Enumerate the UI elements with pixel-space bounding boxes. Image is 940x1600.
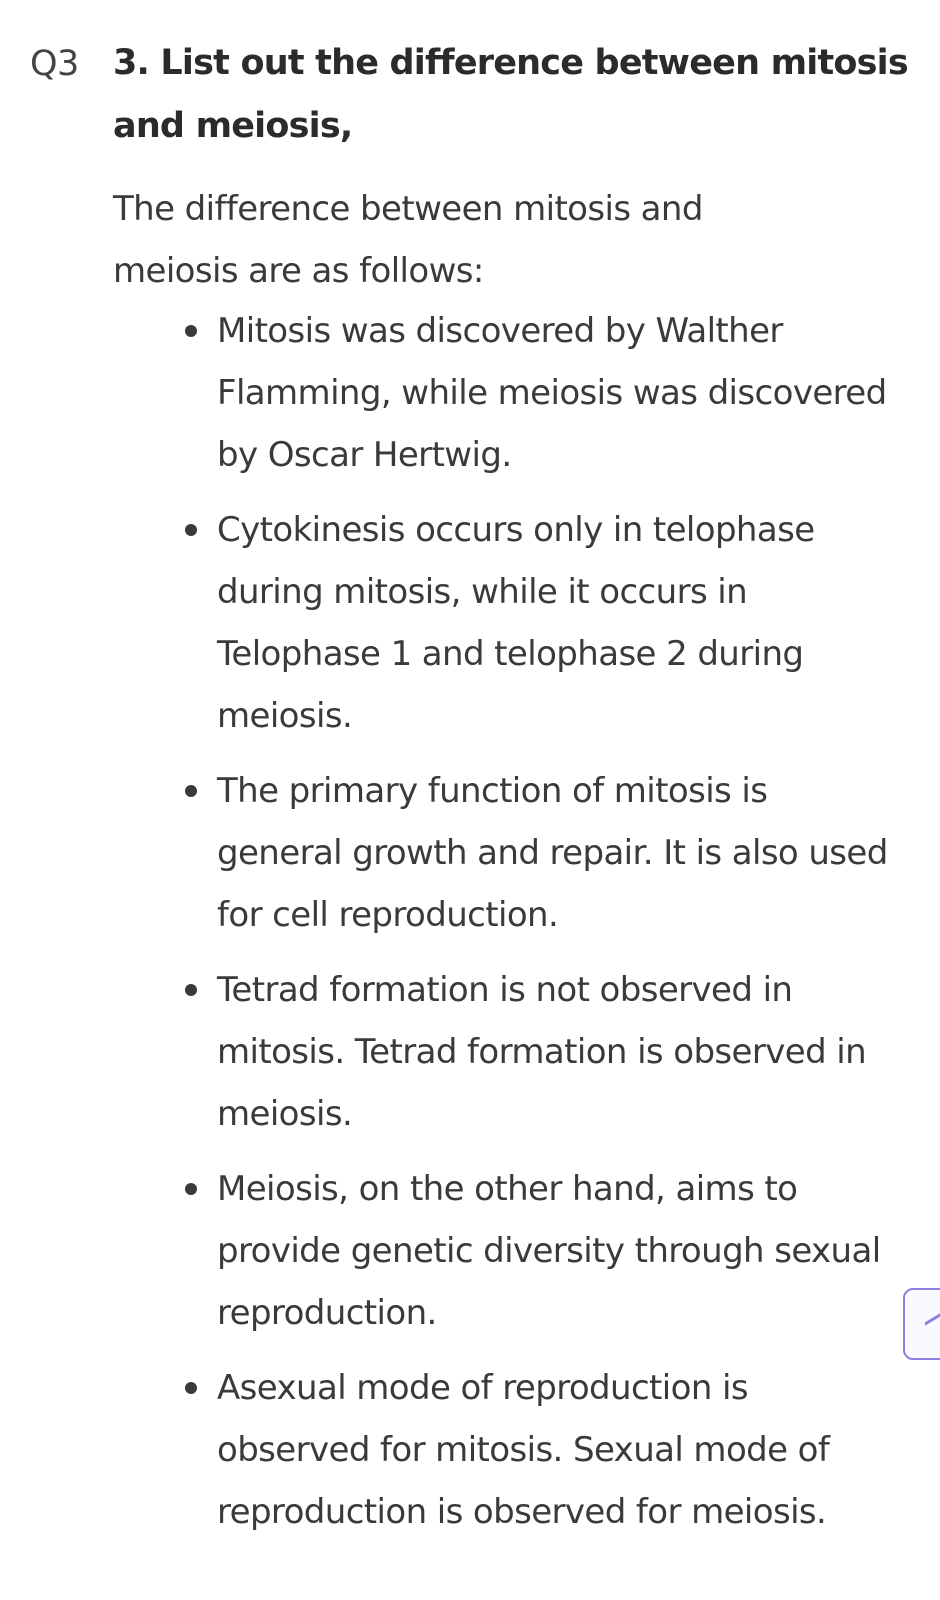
answer-intro: The difference between mitosis and meios… xyxy=(113,189,703,291)
difference-list: Mitosis was discovered by Walther Flammi… xyxy=(0,300,940,1556)
list-item: Cytokinesis occurs only in telophase dur… xyxy=(0,499,897,747)
list-item-text: Tetrad formation is not observed in mito… xyxy=(217,970,867,1134)
bullet-icon xyxy=(185,785,197,797)
list-item: Meiosis, on the other hand, aims to prov… xyxy=(0,1158,897,1344)
bullet-icon xyxy=(185,984,197,996)
bullet-icon xyxy=(185,1183,197,1195)
chevron-up-icon xyxy=(925,1313,940,1326)
list-item-text: The primary function of mitosis is gener… xyxy=(217,771,888,935)
list-item: The primary function of mitosis is gener… xyxy=(0,760,897,946)
list-item: Asexual mode of reproduction is observed… xyxy=(0,1357,897,1543)
bullet-icon xyxy=(185,1382,197,1394)
list-item-text: Meiosis, on the other hand, aims to prov… xyxy=(217,1169,881,1333)
list-item: Tetrad formation is not observed in mito… xyxy=(0,959,897,1145)
list-item-text: Mitosis was discovered by Walther Flammi… xyxy=(217,311,887,475)
bullet-icon xyxy=(185,325,197,337)
list-item-text: Asexual mode of reproduction is observed… xyxy=(217,1368,830,1532)
bullet-icon xyxy=(185,524,197,536)
list-item: Mitosis was discovered by Walther Flammi… xyxy=(0,300,897,486)
question-number: Q3 xyxy=(30,44,79,84)
list-item-text: Cytokinesis occurs only in telophase dur… xyxy=(217,510,815,736)
question-title: 3. List out the difference between mitos… xyxy=(113,43,909,146)
scroll-up-button[interactable] xyxy=(903,1288,940,1360)
